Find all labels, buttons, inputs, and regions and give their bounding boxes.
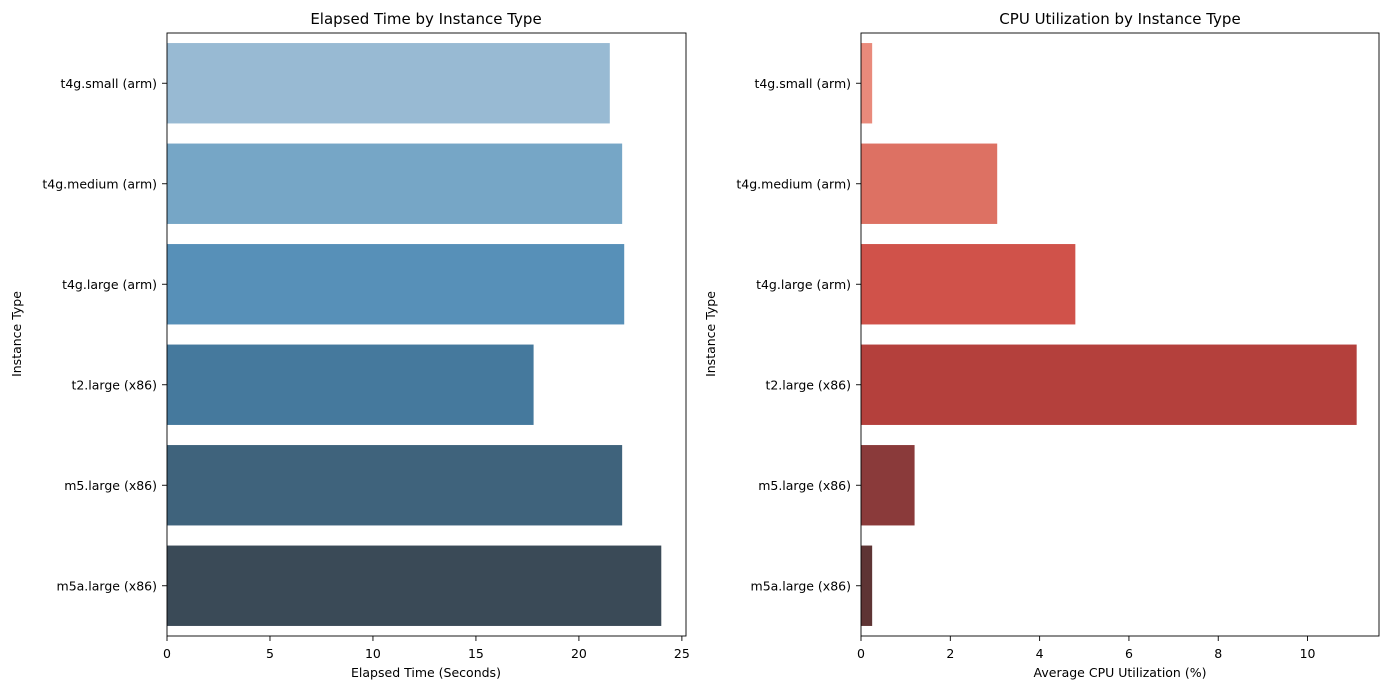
x-tick-label: 10: [1300, 646, 1316, 661]
y-tick-label: t4g.large (arm): [756, 277, 851, 292]
plot-frame: [166, 32, 687, 637]
y-tick-label: t4g.medium (arm): [736, 176, 851, 191]
y-axis-label: Instance Type: [9, 291, 24, 377]
y-tick-label: t4g.small (arm): [754, 76, 851, 91]
y-tick-label: m5a.large (x86): [57, 578, 157, 593]
x-tick-label: 0: [857, 646, 865, 661]
x-tick-label: 10: [365, 646, 381, 661]
bar-group: [861, 43, 1357, 626]
bar: [167, 545, 662, 626]
y-tick-label: t4g.large (arm): [62, 277, 157, 292]
bar: [167, 344, 534, 425]
plot-frame: [860, 32, 1380, 637]
x-tick-label: 4: [1036, 646, 1044, 661]
x-tick-label: 6: [1125, 646, 1133, 661]
y-axis-label: Instance Type: [703, 291, 718, 377]
y-tick-label: m5.large (x86): [758, 478, 851, 493]
bar: [861, 344, 1357, 425]
bar: [861, 545, 873, 626]
bar: [861, 143, 998, 224]
y-tick-label: t2.large (x86): [71, 377, 157, 392]
y-tick-label: m5a.large (x86): [751, 578, 851, 593]
x-axis-label: Average CPU Utilization (%): [1034, 665, 1207, 680]
bar: [167, 143, 623, 224]
x-tick-label: 8: [1214, 646, 1222, 661]
x-tick-label: 15: [468, 646, 484, 661]
chart-title: Elapsed Time by Instance Type: [310, 10, 541, 28]
bar: [861, 445, 915, 526]
y-tick-label: t4g.small (arm): [60, 76, 157, 91]
x-tick-label: 2: [946, 646, 954, 661]
bar-group: [167, 43, 662, 626]
tick-group: t4g.small (arm) t4g.medium (arm) t4g.large…: [42, 76, 689, 661]
x-tick-label: 20: [571, 646, 587, 661]
x-tick-label: 25: [674, 646, 690, 661]
y-tick-label: m5.large (x86): [64, 478, 157, 493]
y-tick-label: t2.large (x86): [765, 377, 851, 392]
bar: [167, 445, 623, 526]
bar: [167, 43, 610, 124]
y-tick-label: t4g.medium (arm): [42, 176, 157, 191]
tick-group: t4g.small (arm) t4g.medium (arm) t4g.large…: [736, 76, 1315, 661]
x-axis-label: Elapsed Time (Seconds): [351, 665, 501, 680]
x-tick-label: 5: [266, 646, 274, 661]
bar: [167, 244, 625, 325]
chart-title: CPU Utilization by Instance Type: [999, 10, 1240, 28]
bar: [861, 244, 1076, 325]
cpu-utilization-chart: CPU Utilization by Instance Type t4g.sma…: [703, 10, 1380, 680]
x-tick-label: 0: [163, 646, 171, 661]
elapsed-time-chart: Elapsed Time by Instance Type t4g.small …: [9, 10, 690, 680]
bar: [861, 43, 873, 124]
